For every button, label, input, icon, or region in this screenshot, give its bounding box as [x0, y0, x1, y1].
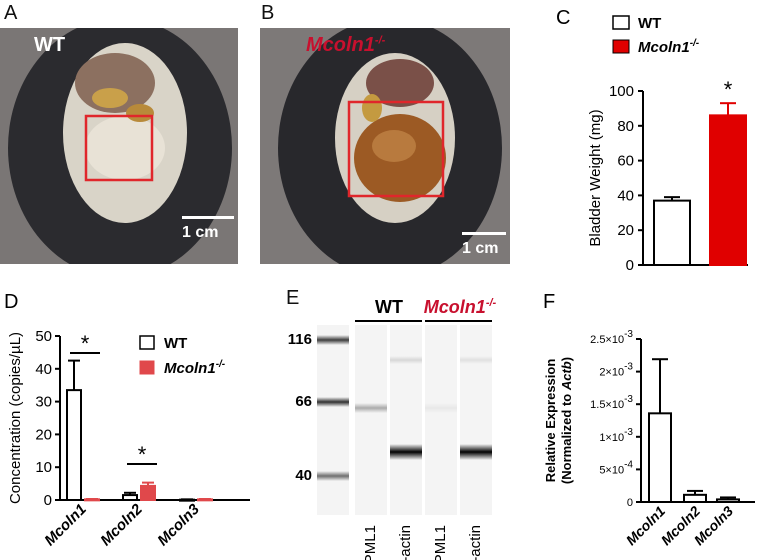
y-tick-label: 80	[617, 118, 634, 135]
y-tick-label: 40	[617, 187, 634, 204]
lane-label: β-actin	[467, 525, 484, 560]
panel-letter-e: E	[286, 287, 300, 309]
y-tick-label: 1.5×10-3	[590, 394, 633, 411]
marker-label: 66	[295, 393, 312, 410]
chart-d-concentration: D 0 10 20 30 40 50 Concentration (copies/µL) * * W…	[4, 291, 250, 549]
y-tick-label: 2×10-3	[599, 362, 633, 379]
y-tick-label: 2.5×10-3	[590, 329, 633, 346]
bar-wt	[653, 199, 691, 266]
bar-ko-mcoln3	[197, 498, 213, 502]
significance-star: *	[81, 331, 90, 356]
band-wt-trpml1	[355, 403, 387, 413]
y-tick-label: 40	[35, 361, 52, 378]
ko-mouse-illustration	[260, 28, 510, 264]
band-ko-bactin-faint	[460, 356, 492, 364]
chart-c-bladder-weight: C WT Mcoln1-/- 0 20 40 60 80 100 Bladder Weight (…	[556, 7, 748, 274]
gel-e-western: 116 66 40 WT Mcoln1-/- TRPML1 β-actin TRPML1 β-a…	[288, 297, 497, 560]
y-axis-label: Bladder Weight (mg)	[587, 109, 604, 246]
bar-wt-mcoln2	[122, 494, 138, 502]
band-wt-bactin-faint	[390, 356, 422, 364]
scale-bar-b	[462, 232, 506, 235]
marker-label: 116	[288, 331, 312, 348]
group-label-wt: WT	[375, 297, 403, 317]
photo-ko-mouse: Mcoln1-/- 1 cm	[260, 28, 510, 264]
wt-mouse-illustration	[0, 28, 238, 264]
panel-letter-b: B	[261, 2, 275, 24]
legend-label-wt: WT	[164, 335, 187, 352]
sample-lane	[355, 325, 387, 515]
band-wt-bactin	[390, 444, 422, 460]
x-tick-label: Mcoln3	[154, 500, 203, 549]
legend-label-ko: Mcoln1-/-	[638, 38, 700, 56]
ko-photo-label-gene: Mcoln1	[306, 34, 375, 56]
y-axis-label: Concentration (copies/µL)	[7, 332, 24, 504]
band-ko-bactin	[460, 444, 492, 460]
bar-mcoln2	[683, 493, 707, 504]
legend-label-wt: WT	[638, 15, 661, 32]
wt-bladder-highlight-box	[84, 114, 154, 182]
lane-label: TRPML1	[362, 525, 379, 560]
legend-swatch-wt	[612, 15, 630, 30]
bar-mcoln1	[648, 412, 672, 503]
y-tick-label: 20	[617, 222, 634, 239]
bar-ko-mcoln2	[140, 484, 156, 501]
significance-star: *	[724, 77, 733, 102]
ko-bladder-highlight-box	[347, 100, 445, 198]
x-tick-label: Mcoln2	[97, 500, 146, 549]
bar-ko	[709, 114, 747, 266]
sample-lane	[425, 325, 457, 515]
y-tick-label: 20	[35, 426, 52, 443]
chart-f-relative-expression: F 0 5×10-4 1×10-3 1.5×10-3 2×10-3 2.5×10-3 Rela…	[543, 291, 755, 548]
marker-label: 40	[295, 467, 312, 484]
y-tick-label: 5×10-4	[599, 459, 633, 476]
y-tick-label: 50	[35, 328, 52, 345]
panel-letter-f: F	[543, 291, 555, 313]
y-tick-label: 0	[626, 257, 634, 274]
lane-label: β-actin	[397, 525, 414, 560]
legend-label-ko: Mcoln1-/-	[164, 359, 226, 377]
ko-photo-label: Mcoln1-/-	[306, 34, 385, 57]
ladder-band	[317, 397, 349, 407]
bar-mcoln3	[716, 498, 740, 503]
y-tick-label: 0	[627, 497, 633, 509]
y-tick-label: 10	[35, 459, 52, 476]
wt-photo-label: WT	[34, 34, 66, 56]
panel-letter-c: C	[556, 7, 570, 29]
bar-wt-mcoln3	[179, 498, 195, 502]
scale-label-a: 1 cm	[182, 224, 219, 241]
legend-swatch-wt	[139, 335, 155, 350]
panel-letter-a: A	[4, 2, 18, 24]
scale-bar-a	[182, 216, 234, 219]
band-ko-trpml1	[425, 403, 457, 413]
y-tick-label: 30	[35, 394, 52, 411]
panel-letter-d: D	[4, 291, 18, 313]
y-axis-label: Relative Expression	[543, 359, 558, 483]
ladder-band	[317, 335, 349, 345]
sample-lane	[390, 325, 422, 515]
legend-swatch-ko	[612, 39, 630, 54]
bar-ko-mcoln1	[84, 498, 100, 502]
ladder-lane	[317, 325, 349, 515]
legend-swatch-ko	[139, 360, 155, 375]
ladder-band	[317, 471, 349, 481]
lane-label: TRPML1	[432, 525, 449, 560]
y-tick-label: 60	[617, 153, 634, 170]
significance-star: *	[138, 442, 147, 467]
y-axis-label-normalization: (Normalized to Actb)	[559, 357, 574, 484]
y-tick-label: 0	[44, 492, 52, 509]
sample-lane	[460, 325, 492, 515]
bar-wt-mcoln1	[66, 389, 82, 501]
ko-photo-label-sup: -/-	[374, 34, 386, 47]
y-tick-label: 100	[609, 83, 634, 100]
group-label-ko: Mcoln1-/-	[424, 297, 497, 317]
scale-label-b: 1 cm	[462, 240, 499, 257]
y-tick-label: 1×10-3	[599, 427, 633, 444]
photo-wt-mouse: WT 1 cm	[0, 28, 238, 264]
